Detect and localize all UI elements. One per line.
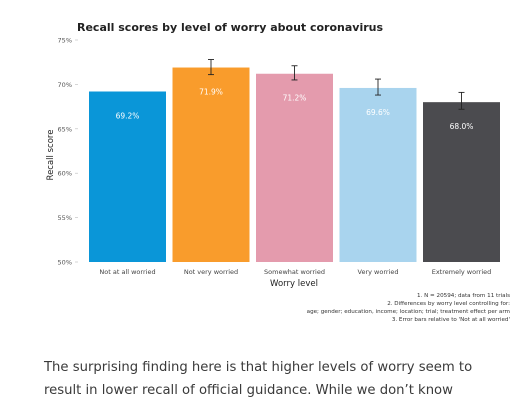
x-axis-title: Worry level	[270, 279, 318, 289]
bar-value-label: 68.0%	[450, 122, 474, 131]
paragraph-line-1: The surprising finding here is that high…	[44, 360, 473, 375]
bar	[423, 102, 500, 262]
chart-title: Recall scores by level of worry about co…	[77, 21, 383, 34]
x-tick-label: Not very worried	[184, 268, 238, 276]
y-tick-label: 55%	[58, 214, 72, 222]
bar-value-label: 69.6%	[366, 108, 390, 117]
bar-value-label: 71.9%	[199, 88, 223, 97]
paragraph-line-2: result in lower recall of official guida…	[44, 383, 453, 398]
x-tick-label: Not at all worried	[99, 268, 155, 276]
note-3: age; gender; education, income; location…	[307, 309, 510, 315]
bar-value-label: 69.2%	[116, 112, 140, 121]
x-tick-label: Somewhat worried	[264, 268, 325, 276]
error-bar	[375, 78, 381, 96]
bar	[256, 73, 333, 262]
bar	[172, 67, 250, 262]
note-1: 1. N = 20594; data from 11 trials	[417, 293, 510, 299]
bar-value-label: 71.2%	[283, 94, 307, 103]
bar	[339, 87, 417, 263]
x-tick-label: Very worried	[358, 268, 399, 276]
y-axis: 50% 55% 60% 65% 70% 75%	[58, 37, 78, 267]
y-tick-label: 50%	[58, 259, 72, 267]
note-2: 2. Differences by worry level controllin…	[387, 301, 510, 307]
error-bar	[291, 65, 298, 81]
note-4: 3. Error bars relative to 'Not at all wo…	[392, 317, 510, 323]
x-tick-label: Extremely worried	[432, 268, 492, 276]
error-bar	[208, 59, 214, 76]
bar	[89, 91, 166, 262]
y-tick-label: 65%	[58, 125, 72, 133]
y-tick-label: 60%	[58, 170, 72, 178]
article-paragraph: The surprising finding here is that high…	[44, 356, 514, 402]
y-axis-title: Recall score	[46, 130, 56, 181]
chart-notes: 1. N = 20594; data from 11 trials 2. Dif…	[307, 293, 510, 323]
y-tick-label: 75%	[58, 37, 72, 45]
bars: 69.2% 71.9% 71.2% 69.6% 68.0%	[89, 59, 500, 263]
x-axis: Not at all worried Not very worried Somewh…	[99, 268, 491, 276]
error-bar	[458, 91, 465, 110]
y-tick-label: 70%	[58, 81, 72, 89]
recall-bar-chart: Recall scores by level of worry about co…	[46, 21, 510, 323]
